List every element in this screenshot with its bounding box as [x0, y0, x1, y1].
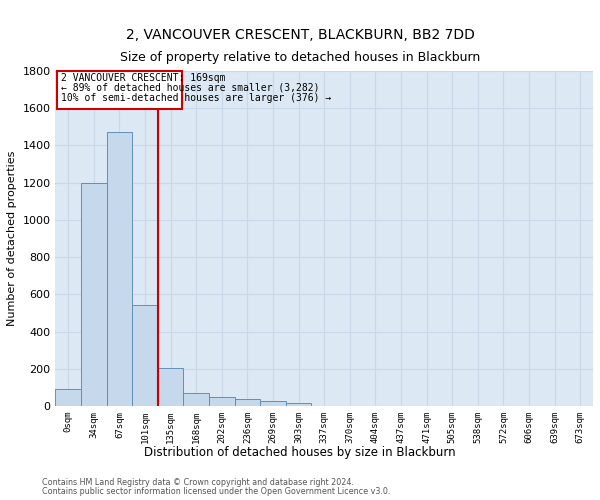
Bar	[55, 389, 81, 406]
Bar	[158, 368, 184, 406]
Bar	[107, 132, 132, 406]
Bar	[81, 182, 107, 406]
Bar	[132, 306, 158, 406]
Text: Distribution of detached houses by size in Blackburn: Distribution of detached houses by size …	[144, 446, 456, 459]
Text: Contains public sector information licensed under the Open Government Licence v3: Contains public sector information licen…	[42, 487, 391, 496]
Bar	[286, 403, 311, 406]
Bar	[260, 400, 286, 406]
Bar	[235, 399, 260, 406]
Y-axis label: Number of detached properties: Number of detached properties	[7, 151, 17, 326]
Text: 10% of semi-detached houses are larger (376) →: 10% of semi-detached houses are larger (…	[61, 93, 331, 103]
Text: 2 VANCOUVER CRESCENT: 169sqm: 2 VANCOUVER CRESCENT: 169sqm	[61, 73, 225, 83]
Text: Contains HM Land Registry data © Crown copyright and database right 2024.: Contains HM Land Registry data © Crown c…	[42, 478, 354, 487]
Bar	[184, 393, 209, 406]
Text: Size of property relative to detached houses in Blackburn: Size of property relative to detached ho…	[120, 51, 480, 64]
FancyBboxPatch shape	[57, 71, 182, 109]
Text: ← 89% of detached houses are smaller (3,282): ← 89% of detached houses are smaller (3,…	[61, 82, 319, 92]
Bar	[209, 397, 235, 406]
Text: 2, VANCOUVER CRESCENT, BLACKBURN, BB2 7DD: 2, VANCOUVER CRESCENT, BLACKBURN, BB2 7D…	[125, 28, 475, 42]
